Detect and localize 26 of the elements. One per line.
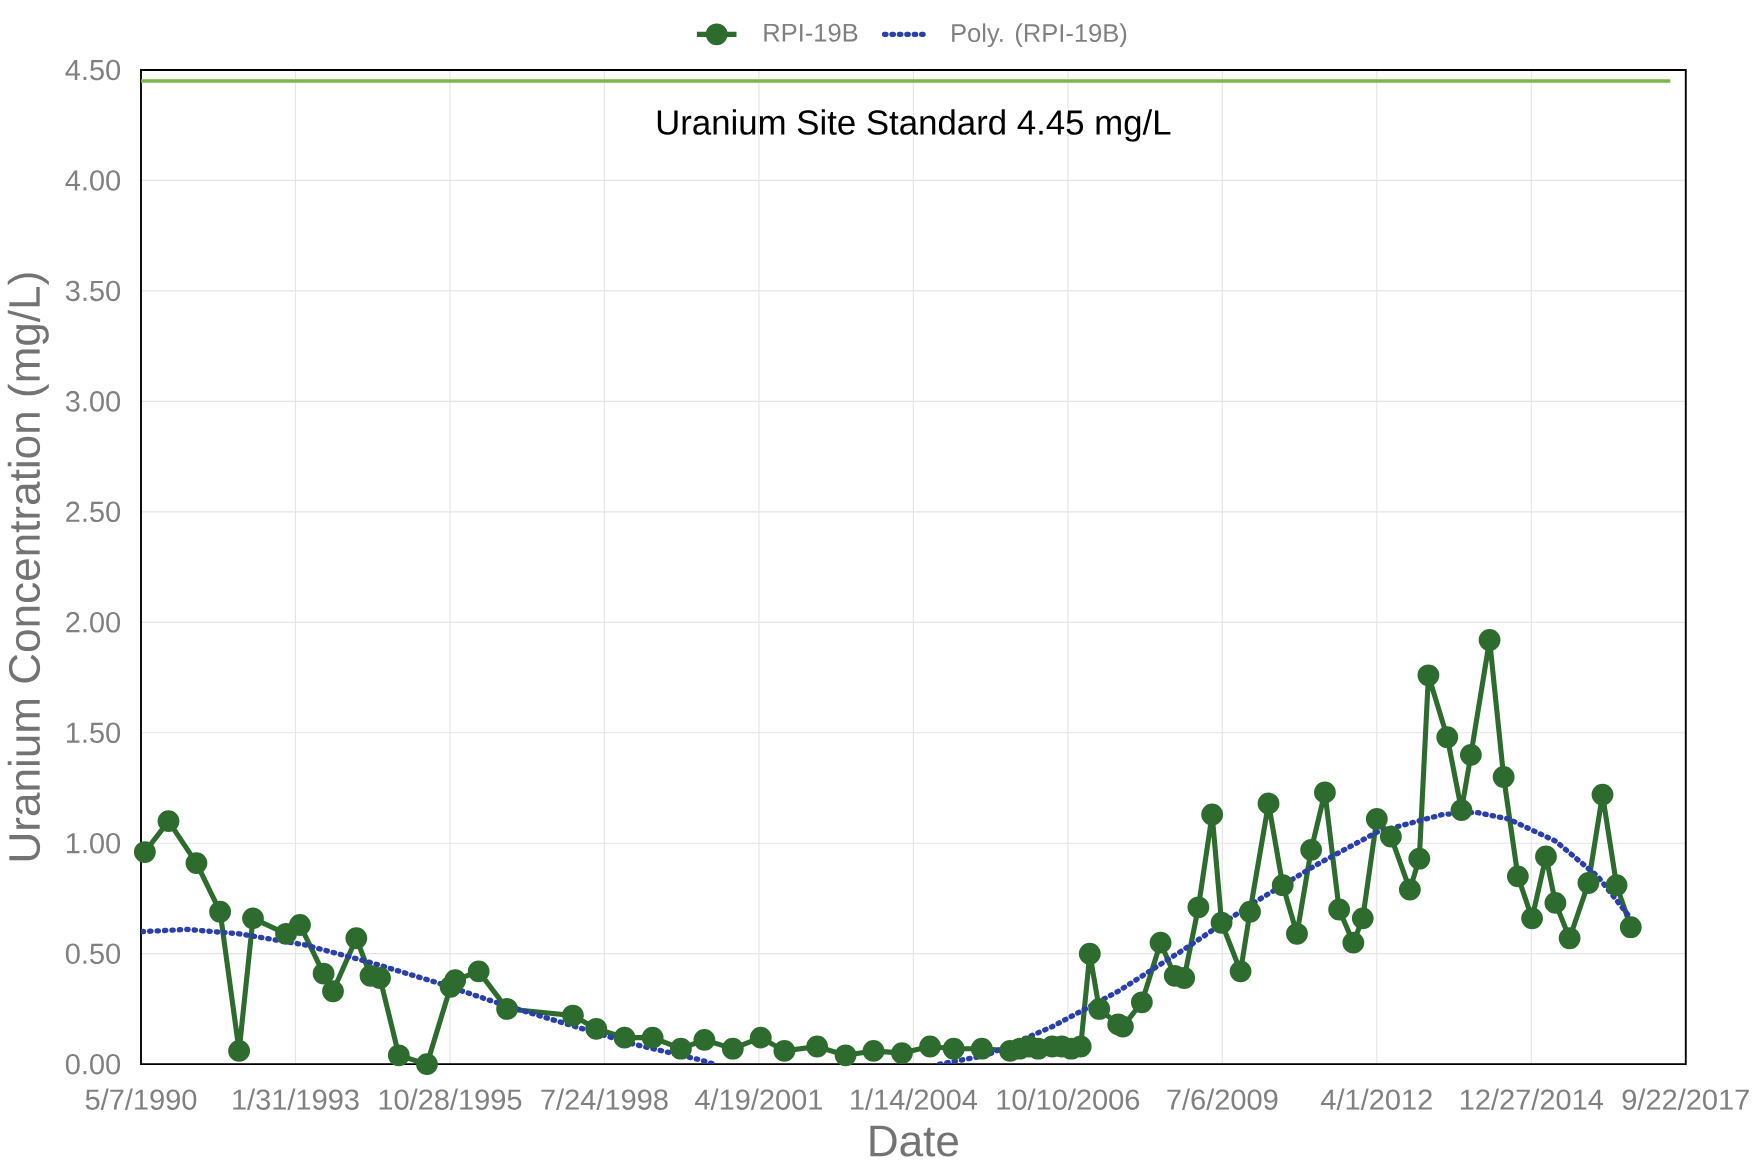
x-tick-label: 1/14/2004	[851, 1088, 978, 1110]
y-tick-label: 1.00	[66, 832, 121, 854]
y-tick-label: 0.00	[65, 1053, 121, 1075]
y-tick-label: 3.50	[65, 280, 121, 302]
y-tick-label: 2.50	[66, 501, 121, 522]
x-tick-label: 1/31/1993	[233, 1088, 359, 1110]
y-tick-label: 1.50	[66, 722, 121, 743]
x-tick-label: 4/1/2012	[1321, 1088, 1432, 1110]
x-tick-label: 7/24/1998	[541, 1088, 668, 1110]
y-axis-title: Uranium Concentration (mg/L)	[7, 273, 49, 860]
legend-label: RPI-19B	[764, 23, 858, 42]
x-tick-label: 10/28/1995	[379, 1088, 522, 1110]
x-axis-title: Date	[870, 1125, 958, 1157]
x-tick-label: 12/27/2014	[1460, 1088, 1603, 1110]
x-tick-label: 4/19/2001	[695, 1088, 822, 1110]
x-tick-label: 9/22/2017	[1622, 1088, 1749, 1110]
y-tick-label: 2.00	[66, 611, 121, 633]
ref-line-label: Uranium Site Standard 4.45 mg/L	[657, 109, 1171, 142]
x-tick-label: 10/10/2006	[997, 1088, 1140, 1110]
x-tick-label: 7/6/2009	[1167, 1088, 1278, 1110]
y-tick-label: 4.50	[65, 59, 121, 81]
x-tick-label: 5/7/1990	[85, 1088, 197, 1110]
y-tick-label: 3.00	[65, 390, 121, 412]
y-tick-label: 0.50	[65, 943, 121, 964]
legend-label: Poly. (RPI-19B)	[952, 23, 1127, 47]
y-tick-label: 4.00	[65, 170, 121, 191]
